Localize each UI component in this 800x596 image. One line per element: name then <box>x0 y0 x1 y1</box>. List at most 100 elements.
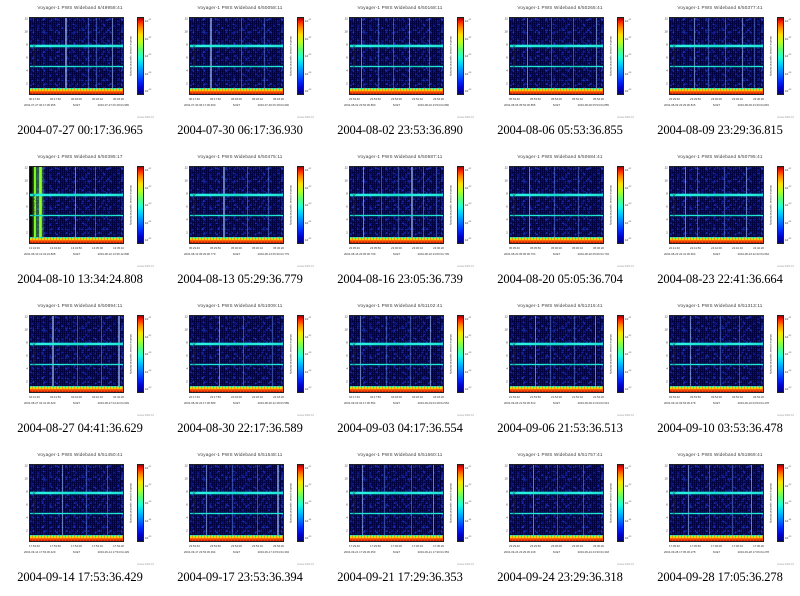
source-watermark: uiowa 2004.10 <box>617 116 634 119</box>
colorbar-tick-label: 10-12 <box>305 483 312 488</box>
emission-line <box>190 512 283 515</box>
colorbar-tick-label: 10-14 <box>785 369 792 374</box>
spectrogram-plot[interactable]: Voyager-1 PWS Wideband 6/51102:41 12 10 8 6 4… <box>324 300 476 418</box>
spectrogram-cell[interactable]: Voyager-1 PWS Wideband 6/51215:41 12 10 8 6 4… <box>480 298 640 447</box>
x-tick-label: 00:18:10 <box>92 97 103 101</box>
panel-caption-timestamp: 2004-09-06 21:53:36.513 <box>497 421 623 435</box>
spectrogram-plot[interactable]: Voyager-1 PWS Wideband 6/50475:11 12 10 8 6 4… <box>164 151 316 269</box>
y-tick-label: 4 <box>186 68 188 73</box>
colorbar-tick-label: 10-13 <box>145 203 152 208</box>
y-tick-label: 8 <box>26 489 28 494</box>
x-tick-label: 22:42:20 <box>753 246 764 250</box>
spectrogram-plot[interactable]: Voyager-1 PWS Wideband 6/50168:11 12 10 8 6 4… <box>324 2 476 120</box>
spectrogram-plot[interactable]: Voyager-1 PWS Wideband 6/51009:11 12 10 8 6 4… <box>164 300 316 418</box>
spectrogram-plot[interactable]: Voyager-1 PWS Wideband 6/50265:41 12 10 8 6 4… <box>484 2 636 120</box>
x-tick-label: 23:30:10 <box>572 544 583 548</box>
y-tick-label: 10 <box>344 29 348 34</box>
spectrogram-plot[interactable]: Voyager-1 PWS Wideband 6/51548:11 12 10 8 6 4… <box>164 449 316 567</box>
spectrogram-plot[interactable]: Voyager-1 PWS Wideband 6/51215:41 12 10 8 6 4… <box>484 300 636 418</box>
spectrogram-cell[interactable]: Voyager-1 PWS Wideband 6/50377:41 12 10 8 6 4… <box>640 0 800 149</box>
spectrogram-cell[interactable]: Voyager-1 PWS Wideband 6/50587:11 12 10 8 6 4… <box>320 149 480 298</box>
spectrogram-plot[interactable]: Voyager-1 PWS Wideband 6/49958:41 12 10 8 6 4… <box>4 2 156 120</box>
x-tick-label: 23:05:40 <box>349 246 360 250</box>
y-axis-label: frequency (kHz) <box>192 491 196 515</box>
spectrogram-plot[interactable]: Voyager-1 PWS Wideband 6/50377:41 12 10 8 6 4… <box>644 2 796 120</box>
colorbar-tick-label: 10-11 <box>465 168 472 173</box>
panel-caption-timestamp: 2004-09-10 03:53:36.478 <box>657 421 783 435</box>
y-tick-label: 10 <box>344 476 348 481</box>
y-tick-label: 2 <box>346 230 348 235</box>
plot-title: Voyager-1 PWS Wideband 6/51102:41 <box>357 303 443 309</box>
y-tick-label: 12 <box>344 165 348 170</box>
spectrogram-cell[interactable]: Voyager-1 PWS Wideband 6/50058:11 12 10 8 6 4… <box>160 0 320 149</box>
spectrogram-plot[interactable]: Voyager-1 PWS Wideband 6/50894:11 12 10 8 6 4… <box>4 300 156 418</box>
colorbar <box>777 17 784 95</box>
vertical-streak <box>533 465 535 541</box>
saturated-low-frequency-band <box>670 88 763 94</box>
scet-label: SCET <box>552 549 561 554</box>
spectrogram-cell[interactable]: Voyager-1 PWS Wideband 6/50475:11 12 10 8 6 4… <box>160 149 320 298</box>
spectrogram-plot[interactable]: Voyager-1 PWS Wideband 6/50395:17 12 10 8 6 4… <box>4 151 156 269</box>
colorbar-tick-label: 10-13 <box>305 352 312 357</box>
spectrogram-cell[interactable]: Voyager-1 PWS Wideband 6/50168:11 12 10 8 6 4… <box>320 0 480 149</box>
spectrogram-cell[interactable]: Voyager-1 PWS Wideband 6/51757:41 12 10 8 6 4… <box>480 447 640 596</box>
colorbar-tick-label: 10-11 <box>145 317 152 322</box>
y-tick-label: 6 <box>506 353 508 358</box>
vertical-streak <box>241 18 242 94</box>
x-axis-ticks: 05:53:40 05:53:50 05:54:00 05:54:10 05:54:20 <box>509 97 604 103</box>
spectrogram-cell[interactable]: Voyager-1 PWS Wideband 6/51660:11 12 10 8 6 4… <box>320 447 480 596</box>
scet-label: SCET <box>232 251 241 256</box>
spectrogram-cell[interactable]: Voyager-1 PWS Wideband 6/50795:41 12 10 8 6 4… <box>640 149 800 298</box>
spectrogram-plot[interactable]: Voyager-1 PWS Wideband 6/51757:41 12 10 8 6 4… <box>484 449 636 567</box>
vertical-streak <box>553 167 555 243</box>
spectrogram-plot[interactable]: Voyager-1 PWS Wideband 6/50795:41 12 10 8 6 4… <box>644 151 796 269</box>
colorbar-label: relative power spectral density <box>288 35 293 77</box>
vertical-streak <box>723 167 725 243</box>
y-tick-label: 8 <box>346 489 348 494</box>
spectrogram-plot[interactable]: Voyager-1 PWS Wideband 6/50058:11 12 10 8 6 4… <box>164 2 316 120</box>
y-tick-label: 2 <box>186 379 188 384</box>
spectrogram-cell[interactable]: Voyager-1 PWS Wideband 6/50395:17 12 10 8 6 4… <box>0 149 160 298</box>
vertical-streak <box>720 316 722 392</box>
spectrogram-cell[interactable]: Voyager-1 PWS Wideband 6/51869:41 12 10 8 6 4… <box>640 447 800 596</box>
spectrogram-cell[interactable]: Voyager-1 PWS Wideband 6/51313:11 12 10 8 6 4… <box>640 298 800 447</box>
spectrogram-plot[interactable]: Voyager-1 PWS Wideband 6/51869:41 12 10 8 6 4… <box>644 449 796 567</box>
colorbar-tick-label: 10-13 <box>785 501 792 506</box>
spectrogram-plot[interactable]: Voyager-1 PWS Wideband 6/51450:41 12 10 8 6 4… <box>4 449 156 567</box>
colorbar-tick-label: 10-15 <box>785 536 792 541</box>
y-tick-label: 2 <box>506 81 508 86</box>
spectrogram-cell[interactable]: Voyager-1 PWS Wideband 6/50684:41 12 10 8 6 4… <box>480 149 640 298</box>
y-axis-label: frequency (kHz) <box>352 491 356 515</box>
spectrogram-plot[interactable]: Voyager-1 PWS Wideband 6/50587:11 12 10 8 6 4… <box>324 151 476 269</box>
x-tick-label: 22:17:40 <box>189 395 200 399</box>
spectrogram-cell[interactable]: Voyager-1 PWS Wideband 6/51450:41 12 10 8 6 4… <box>0 447 160 596</box>
x-tick-label: 23:30:00 <box>711 97 722 101</box>
colorbar-ticks: 10-11 10-12 10-13 10-14 10-15 <box>145 315 156 393</box>
x-tick-label: 23:05:50 <box>370 246 381 250</box>
spectrogram-axes <box>29 315 124 393</box>
colorbar-tick-label: 10-12 <box>465 185 472 190</box>
spectrogram-axes <box>669 464 764 542</box>
spectrogram-cell[interactable]: Voyager-1 PWS Wideband 6/51009:11 12 10 8 6 4… <box>160 298 320 447</box>
spectrogram-plot[interactable]: Voyager-1 PWS Wideband 6/50684:41 12 10 8 6 4… <box>484 151 636 269</box>
spectrogram-cell[interactable]: Voyager-1 PWS Wideband 6/51548:11 12 10 8 6 4… <box>160 447 320 596</box>
saturated-low-frequency-band <box>350 237 443 243</box>
spectrogram-plot[interactable]: Voyager-1 PWS Wideband 6/51660:11 12 10 8 6 4… <box>324 449 476 567</box>
scet-start: 2004-08-09 23:29:36.815 <box>664 102 696 107</box>
colorbar <box>297 315 304 393</box>
colorbar <box>777 464 784 542</box>
spectrogram-cell[interactable]: Voyager-1 PWS Wideband 6/51102:41 12 10 8 6 4… <box>320 298 480 447</box>
scet-start: 2004-08-30 22:17:36.589 <box>184 400 216 405</box>
colorbar-tick-label: 10-13 <box>145 352 152 357</box>
colorbar-tick-label: 10-14 <box>785 518 792 523</box>
spectrogram-cell[interactable]: Voyager-1 PWS Wideband 6/50265:41 12 10 8 6 4… <box>480 0 640 149</box>
spectral-speckle <box>510 316 603 392</box>
x-axis-ticks: 23:29:40 23:29:50 23:30:00 23:30:10 23:30:20 <box>669 97 764 103</box>
spectrogram-cell[interactable]: Voyager-1 PWS Wideband 6/49958:41 12 10 8 6 4… <box>0 0 160 149</box>
x-axis-range-labels: 2004-08-20 05:05:36.704 SCET 2004-08-20 05… <box>504 252 609 256</box>
y-tick-label: 10 <box>24 29 28 34</box>
spectrogram-cell[interactable]: Voyager-1 PWS Wideband 6/50894:11 12 10 8 6 4… <box>0 298 160 447</box>
x-tick-label: 13:34:50 <box>71 246 82 250</box>
spectrogram-plot[interactable]: Voyager-1 PWS Wideband 6/51313:11 12 10 8 6 4… <box>644 300 796 418</box>
colorbar-tick-label: 10-11 <box>625 466 632 471</box>
